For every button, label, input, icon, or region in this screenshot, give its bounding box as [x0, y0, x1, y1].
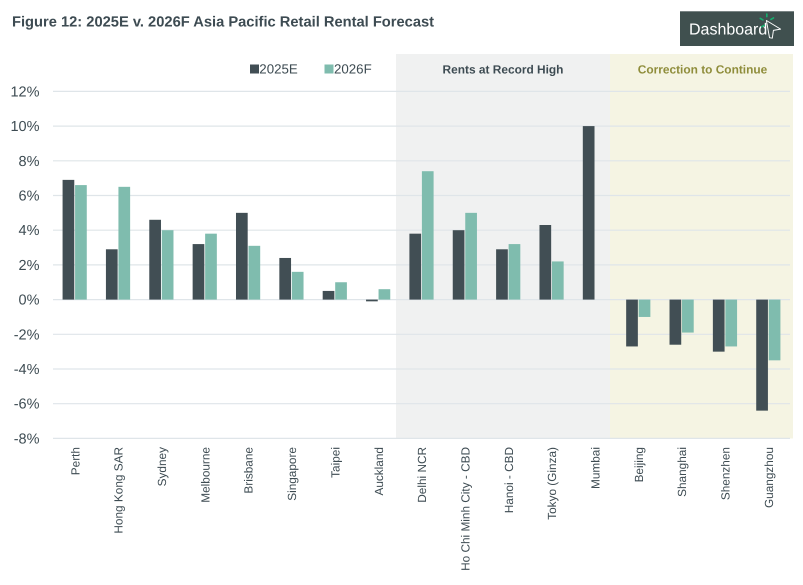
svg-text:-8%: -8%	[14, 431, 40, 447]
svg-text:Beijing: Beijing	[632, 447, 646, 482]
svg-text:Hong Kong SAR: Hong Kong SAR	[112, 447, 126, 534]
svg-text:Brisbane: Brisbane	[242, 447, 256, 494]
svg-text:Shenzhen: Shenzhen	[719, 447, 733, 500]
svg-text:4%: 4%	[19, 223, 40, 239]
svg-text:Rents at Record High: Rents at Record High	[443, 63, 564, 77]
svg-text:2026F: 2026F	[334, 61, 372, 76]
svg-text:Correction to Continue: Correction to Continue	[638, 63, 768, 77]
svg-text:0%: 0%	[19, 293, 40, 309]
svg-text:Auckland: Auckland	[372, 447, 386, 496]
svg-text:12%: 12%	[10, 84, 39, 100]
svg-text:Figure 12: 2025E v. 2026F Asia: Figure 12: 2025E v. 2026F Asia Pacific R…	[12, 15, 434, 31]
svg-text:Sydney: Sydney	[155, 447, 169, 486]
svg-text:Hanoi - CBD: Hanoi - CBD	[502, 447, 516, 513]
svg-text:Mumbai: Mumbai	[589, 447, 603, 489]
svg-text:Shanghai: Shanghai	[675, 447, 689, 497]
svg-text:-6%: -6%	[14, 397, 40, 413]
svg-text:Singapore: Singapore	[285, 447, 299, 501]
svg-text:Melbourne: Melbourne	[198, 447, 212, 503]
svg-text:-2%: -2%	[14, 327, 40, 343]
svg-text:2025E: 2025E	[259, 61, 298, 76]
svg-text:Guangzhou: Guangzhou	[762, 447, 776, 508]
svg-text:Ho Chi Minh City - CBD: Ho Chi Minh City - CBD	[458, 447, 472, 571]
svg-text:Taipei: Taipei	[328, 447, 342, 478]
svg-text:8%: 8%	[19, 154, 40, 170]
svg-text:6%: 6%	[19, 189, 40, 205]
svg-text:Tokyo (Ginza): Tokyo (Ginza)	[545, 447, 559, 520]
svg-text:Delhi NCR: Delhi NCR	[415, 447, 429, 503]
svg-text:Dashboard: Dashboard	[689, 22, 767, 39]
svg-text:10%: 10%	[10, 119, 39, 135]
svg-text:-4%: -4%	[14, 362, 40, 378]
svg-text:Perth: Perth	[68, 447, 82, 475]
svg-text:2%: 2%	[19, 258, 40, 274]
